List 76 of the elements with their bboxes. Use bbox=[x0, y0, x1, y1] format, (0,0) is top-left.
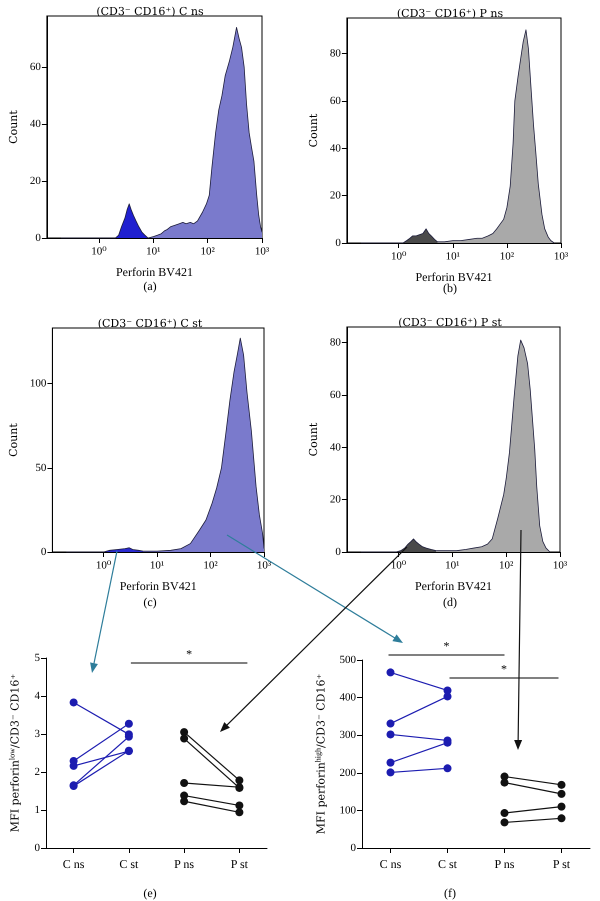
y-tick-label: 2 bbox=[34, 766, 40, 778]
y-axis-title: MFI perforinlow/CD3⁻ CD16⁺ bbox=[8, 674, 22, 832]
chart-title: (CD3⁻ CD16⁺) P ns bbox=[396, 7, 504, 20]
text: (d) bbox=[443, 595, 458, 609]
y-tick-label: 50 bbox=[35, 462, 47, 474]
y-tick-label: 60 bbox=[330, 94, 342, 107]
x-tick-label: P st bbox=[552, 857, 571, 871]
annotation: * bbox=[501, 662, 507, 676]
y-tick-label: 0 bbox=[40, 546, 47, 558]
y-tick-label: 40 bbox=[330, 142, 342, 154]
x-tick-label: C st bbox=[119, 857, 140, 871]
y-tick-label: 40 bbox=[30, 118, 42, 130]
y-tick-label: 20 bbox=[330, 494, 342, 506]
chart-title: (CD3⁻ CD16⁺) P st bbox=[398, 316, 502, 329]
chart-title: (CD3⁻ CD16⁺) C ns bbox=[96, 5, 204, 18]
y-tick-label: 20 bbox=[30, 175, 42, 188]
x-tick-label: 10⁰ bbox=[390, 560, 407, 572]
x-tick-label: P ns bbox=[494, 857, 515, 871]
y-tick-label: 5 bbox=[34, 652, 40, 664]
y-tick-label: 20 bbox=[330, 190, 342, 202]
x-tick-label: 10² bbox=[203, 560, 218, 572]
x-axis-title: Perforin BV421 bbox=[120, 579, 197, 593]
y-tick-label: 0 bbox=[335, 237, 342, 249]
y-tick-label: 100 bbox=[30, 378, 47, 390]
x-tick-label: 10¹ bbox=[146, 246, 160, 258]
text: (b) bbox=[443, 281, 458, 295]
x-tick-label: P st bbox=[230, 857, 249, 871]
y-tick-label: 4 bbox=[34, 690, 40, 702]
x-tick-label: C st bbox=[438, 857, 458, 871]
x-tick-label: 10³ bbox=[254, 246, 270, 258]
x-tick-label: 10¹ bbox=[150, 560, 164, 572]
text: (a) bbox=[143, 279, 157, 293]
y-tick-label: 300 bbox=[340, 729, 356, 742]
x-tick-label: 10² bbox=[500, 250, 515, 262]
x-tick-label: 10² bbox=[200, 246, 216, 258]
annotation: * bbox=[186, 647, 192, 661]
x-tick-label: 10⁰ bbox=[91, 246, 108, 258]
x-tick-label: 10⁰ bbox=[96, 560, 112, 572]
x-tick-label: 10¹ bbox=[445, 560, 460, 572]
y-tick-label: 3 bbox=[34, 728, 40, 740]
x-tick-label: P ns bbox=[174, 857, 194, 871]
x-tick-label: C ns bbox=[380, 857, 402, 871]
y-tick-label: 80 bbox=[330, 336, 342, 349]
y-tick-label: 0 bbox=[350, 842, 356, 854]
x-tick-label: 10³ bbox=[554, 250, 569, 262]
x-tick-label: C ns bbox=[62, 857, 85, 871]
x-tick-label: 10¹ bbox=[446, 250, 460, 262]
y-tick-label: 200 bbox=[340, 766, 356, 779]
y-tick-label: 0 bbox=[34, 842, 40, 854]
y-tick-label: 1 bbox=[34, 804, 40, 816]
text: (f) bbox=[444, 886, 456, 900]
x-axis-title: Perforin BV421 bbox=[414, 579, 492, 593]
y-tick-label: 500 bbox=[340, 654, 356, 666]
x-axis-title: Perforin BV421 bbox=[415, 270, 492, 284]
y-tick-label: 60 bbox=[30, 61, 42, 74]
chart-title: (CD3⁻ CD16⁺) C st bbox=[98, 317, 203, 330]
y-tick-label: 40 bbox=[330, 441, 342, 454]
text: * bbox=[444, 639, 450, 653]
y-tick-label: 0 bbox=[335, 546, 342, 558]
y-axis-title: MFI perforinhigh/CD3⁻ CD16⁺ bbox=[314, 674, 328, 834]
x-tick-label: 10² bbox=[499, 560, 514, 572]
y-axis-title: Count bbox=[307, 113, 320, 148]
x-tick-label: 10³ bbox=[552, 560, 568, 572]
y-tick-label: 60 bbox=[330, 389, 342, 402]
text: (e) bbox=[143, 886, 157, 900]
y-axis-title: Count bbox=[7, 422, 20, 457]
y-tick-label: 80 bbox=[330, 48, 342, 60]
y-axis-title: Count bbox=[307, 422, 320, 456]
x-tick-label: 10⁰ bbox=[391, 250, 408, 262]
y-tick-label: 400 bbox=[340, 692, 356, 704]
y-axis-title: Count bbox=[7, 110, 20, 144]
text: (c) bbox=[143, 595, 157, 609]
x-tick-label: 10³ bbox=[256, 560, 272, 572]
y-tick-label: 100 bbox=[340, 804, 356, 816]
y-tick-label: 0 bbox=[35, 232, 42, 244]
x-axis-title: Perforin BV421 bbox=[116, 265, 193, 279]
